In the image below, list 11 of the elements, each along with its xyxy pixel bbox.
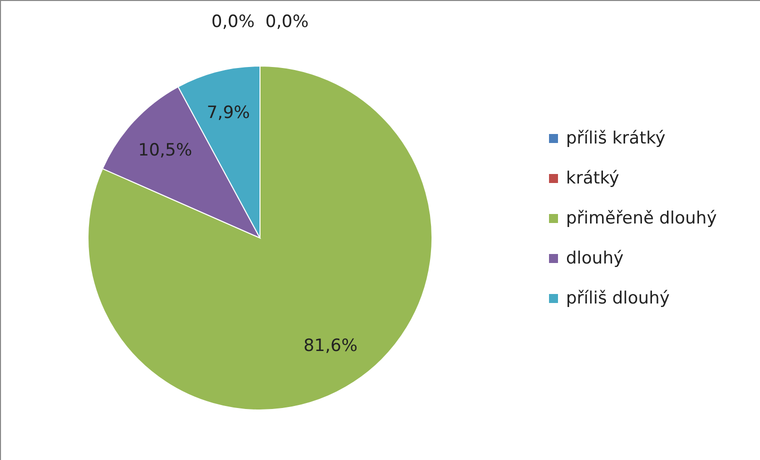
legend-label: příliš krátký xyxy=(566,128,666,148)
legend-label: dlouhý xyxy=(566,248,624,268)
text: 0,0% xyxy=(211,12,255,32)
pie-slice xyxy=(88,66,432,410)
legend-label: příliš dlouhý xyxy=(566,288,670,308)
data-label: 7,9% xyxy=(206,102,250,123)
legend-label: krátký xyxy=(566,168,620,188)
data-label: 81,6% xyxy=(303,336,358,356)
text: 0,0% xyxy=(265,12,309,32)
data-label: 10,5% xyxy=(138,140,192,161)
legend-label: přiměřeně dlouhý xyxy=(566,208,717,228)
